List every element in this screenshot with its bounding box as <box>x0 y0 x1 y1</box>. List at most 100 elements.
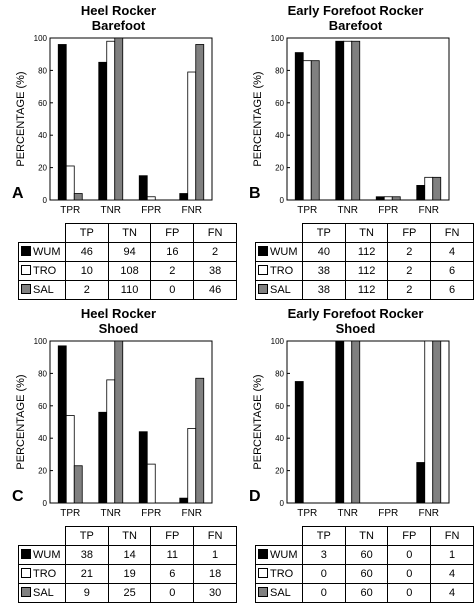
x-tick-label: TPR <box>60 205 80 215</box>
bar-wum-tnr <box>98 61 108 201</box>
y-tick-label: 20 <box>275 164 284 173</box>
x-tick-label: TPR <box>60 508 80 518</box>
bar-wum-tnr <box>335 340 345 504</box>
table-cell: 94 <box>107 242 152 262</box>
bar-sal-tnr <box>114 37 124 201</box>
x-tick-label: TNR <box>337 508 358 518</box>
table-header-row: TP TN FP FN <box>18 526 237 546</box>
table-cell: 14 <box>107 545 152 565</box>
y-tick-label: 100 <box>271 34 285 43</box>
bar-wum-fpr <box>138 431 148 504</box>
table-cell: 2 <box>387 242 432 262</box>
y-tick-label: 40 <box>38 131 47 140</box>
table-row: TRO 21 19 6 18 <box>18 564 237 584</box>
table-cell: 38 <box>301 280 346 300</box>
table-cell: 60 <box>344 564 389 584</box>
bar-tro-tpr <box>302 60 312 201</box>
axes-frame <box>49 340 213 504</box>
table-cell: 2 <box>150 261 195 281</box>
table-corner <box>18 223 66 243</box>
x-tick-label: FPR <box>378 508 398 518</box>
table-cell: 110 <box>107 280 152 300</box>
table-column-header: FP <box>150 223 195 243</box>
table-cell: 19 <box>107 564 152 584</box>
x-tick-label: FNR <box>181 205 202 215</box>
y-tick-label: 60 <box>275 402 284 411</box>
bar-tro-fnr <box>187 428 197 504</box>
table-cell: 10 <box>64 261 109 281</box>
legend-swatch <box>258 265 268 275</box>
table-cell: 2 <box>193 242 237 262</box>
table-row: WUM 38 14 11 1 <box>18 545 237 565</box>
bar-tro-tpr <box>65 415 75 504</box>
table-cell: 38 <box>64 545 109 565</box>
x-tick-label: FPR <box>141 508 161 518</box>
row-label: SAL <box>255 280 303 300</box>
y-tick-label: 20 <box>38 467 47 476</box>
table-column-header: FN <box>193 223 237 243</box>
bar-sal-tnr <box>114 340 124 504</box>
table-column-header: FP <box>150 526 195 546</box>
y-axis-label: PERCENTAGE (%) <box>252 71 264 166</box>
table-corner <box>18 526 66 546</box>
table-cell: 60 <box>344 545 389 565</box>
table-column-header: TP <box>301 526 346 546</box>
x-tick-label: TNR <box>100 205 121 215</box>
y-tick-label: 60 <box>38 99 47 108</box>
row-label: SAL <box>18 583 66 603</box>
bar-wum-fnr <box>416 462 426 504</box>
table-row: WUM 40 112 2 4 <box>255 242 474 262</box>
bar-sal-tpr <box>73 465 83 504</box>
chart-subtitle: Barefoot <box>91 18 146 33</box>
bar-tro-tnr <box>343 40 353 201</box>
bar-wum-fnr <box>416 185 426 201</box>
table-column-header: FN <box>430 223 474 243</box>
table-cell: 0 <box>150 280 195 300</box>
row-label: TRO <box>255 261 303 281</box>
row-label-text: SAL <box>33 587 54 599</box>
axes-frame <box>286 37 450 201</box>
table-cell: 112 <box>344 242 389 262</box>
bar-sal-tpr <box>73 193 83 201</box>
y-tick-label: 20 <box>275 467 284 476</box>
table-cell: 25 <box>107 583 152 603</box>
bar-tro-fnr <box>424 176 434 201</box>
row-label-text: WUM <box>270 549 298 561</box>
table-cell: 2 <box>387 280 432 300</box>
table-cell: 0 <box>387 583 432 603</box>
row-label: TRO <box>255 564 303 584</box>
y-tick-label: 40 <box>38 434 47 443</box>
x-tick-label: FNR <box>418 508 439 518</box>
table-column-header: FP <box>387 526 432 546</box>
row-label-text: WUM <box>33 246 61 258</box>
row-label: WUM <box>18 545 66 565</box>
bar-wum-tpr <box>294 381 304 504</box>
table-cell: 9 <box>64 583 109 603</box>
legend-swatch <box>21 549 31 559</box>
y-axis-label: PERCENTAGE (%) <box>252 374 264 469</box>
bar-sal-fnr <box>432 176 442 201</box>
row-label-text: TRO <box>270 265 294 277</box>
legend-swatch <box>21 265 31 275</box>
stats-table: TP TN FP FN WUM 46 94 16 2 TRO 10 108 2 38 SAL 2 110 0 46 <box>18 223 237 300</box>
y-tick-label: 100 <box>34 34 48 43</box>
bar-tro-tpr <box>65 165 75 201</box>
table-cell: 46 <box>64 242 109 262</box>
chart-title: Early Forefoot Rocker <box>287 306 424 321</box>
stats-table: TP TN FP FN WUM 38 14 11 1 TRO 21 19 6 18 SAL 9 25 0 30 <box>18 526 237 603</box>
row-label: TRO <box>18 261 66 281</box>
bar-chart: 0 20 40 60 80 100 PERCENTAGE (%) TPR TNR FPR FNR A <box>12 34 213 215</box>
table-cell: 40 <box>301 242 346 262</box>
y-axis-label: PERCENTAGE (%) <box>15 71 27 166</box>
panel-a: Heel Rocker Barefoot 0 20 40 60 80 100 PERCENT… <box>0 0 237 303</box>
bar-sal-tnr <box>351 340 361 504</box>
table-column-header: FP <box>387 223 432 243</box>
row-label: SAL <box>255 583 303 603</box>
table-cell: 0 <box>387 545 432 565</box>
panel-c: Heel Rocker Shoed 0 20 40 60 80 100 PERCENTAGE… <box>0 303 237 606</box>
bar-sal-fnr <box>195 377 205 504</box>
table-cell: 108 <box>107 261 152 281</box>
table-cell: 2 <box>387 261 432 281</box>
table-row: SAL 9 25 0 30 <box>18 583 237 603</box>
y-tick-label: 80 <box>38 66 47 75</box>
